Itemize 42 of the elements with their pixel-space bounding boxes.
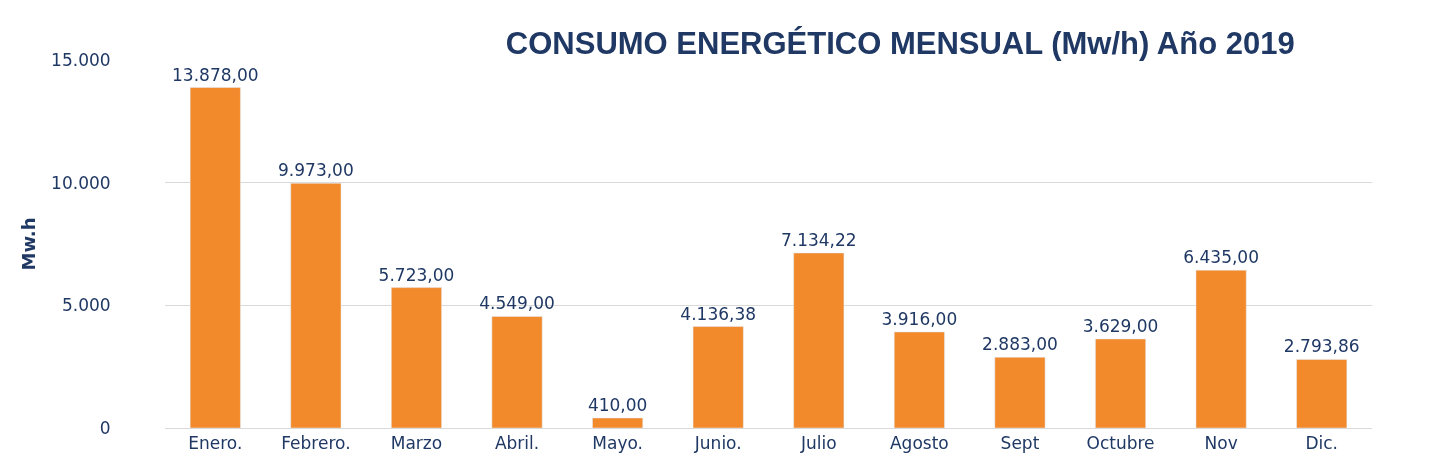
data-label: 4.136,38: [680, 303, 757, 324]
bar: [1296, 359, 1348, 428]
data-label: 3.629,00: [1082, 315, 1159, 336]
bar: [189, 87, 241, 428]
y-tick-label: 5.000: [61, 295, 111, 316]
x-tick-label: Nov: [1204, 433, 1238, 454]
data-label: 2.793,86: [1283, 336, 1360, 357]
y-tick-label: 15.000: [51, 49, 111, 70]
x-tick-label: Mayo.: [592, 433, 643, 454]
x-tick-label: Abril.: [494, 433, 540, 454]
bar: [391, 287, 442, 428]
bar: [1195, 269, 1247, 428]
data-label: 4.549,00: [479, 293, 555, 314]
x-tick-label: Julio: [799, 433, 837, 454]
data-label: 410,00: [587, 394, 648, 415]
x-tick-label: Agosto: [889, 433, 949, 454]
y-tick-label: 10.000: [51, 172, 111, 193]
x-tick-label: Febrero.: [281, 433, 351, 454]
bar: [692, 326, 744, 428]
chart-title: CONSUMO ENERGÉTICO MENSUAL (Mw/h) Año 2019: [505, 26, 1295, 62]
x-tick-label: Dic.: [1305, 433, 1338, 454]
x-tick-label: Sept: [1000, 433, 1040, 454]
data-label: 9.973,00: [278, 160, 354, 181]
y-tick-label: 0: [99, 417, 111, 438]
data-label: 7.134,22: [780, 229, 857, 250]
data-label: 2.883,00: [982, 334, 1058, 355]
bar: [592, 417, 644, 428]
bar: [793, 252, 845, 428]
bar: [491, 316, 543, 428]
x-tick-label: Junio.: [693, 433, 742, 454]
x-tick-label: Octubre: [1086, 433, 1155, 454]
data-label: 5.723,00: [378, 264, 455, 285]
data-label: 3.916,00: [881, 308, 958, 329]
bar: [994, 357, 1046, 428]
x-tick-label: Marzo: [390, 433, 443, 454]
x-tick-label: Enero.: [188, 433, 243, 454]
bar: [893, 331, 945, 428]
data-label: 13.878,00: [172, 64, 259, 85]
y-axis-title: Mw.h: [18, 217, 40, 271]
bar: [1095, 338, 1146, 428]
data-label: 6.435,00: [1183, 247, 1259, 268]
bar: [290, 183, 342, 428]
